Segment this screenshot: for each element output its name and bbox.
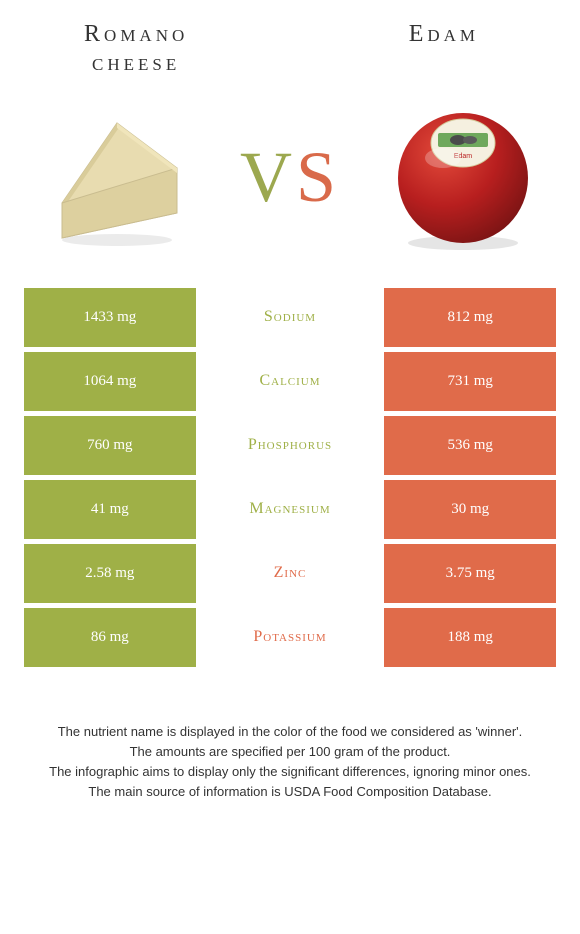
nutrient-name: Magnesium: [196, 480, 385, 539]
right-value: 812 mg: [384, 288, 556, 347]
vs-text: VS: [240, 136, 340, 219]
right-image: Edam: [377, 88, 550, 268]
vs-label: VS: [203, 88, 376, 268]
right-value: 731 mg: [384, 352, 556, 411]
nutrient-name: Calcium: [196, 352, 385, 411]
footer-line: The nutrient name is displayed in the co…: [24, 722, 556, 742]
right-title: Edam: [348, 20, 540, 49]
nutrient-name: Phosphorus: [196, 416, 385, 475]
footer-line: The infographic aims to display only the…: [24, 762, 556, 782]
left-title-col: Romano cheese: [40, 20, 232, 78]
nutrient-name: Sodium: [196, 288, 385, 347]
left-value: 41 mg: [24, 480, 196, 539]
edam-ball-icon: Edam: [388, 103, 538, 253]
table-row: 86 mgPotassium188 mg: [24, 608, 556, 667]
footer-line: The main source of information is USDA F…: [24, 782, 556, 802]
comparison-table: 1433 mgSodium812 mg1064 mgCalcium731 mg7…: [0, 288, 580, 667]
right-value: 30 mg: [384, 480, 556, 539]
left-value: 2.58 mg: [24, 544, 196, 603]
left-title: Romano cheese: [40, 20, 232, 78]
left-value: 1433 mg: [24, 288, 196, 347]
nutrient-name: Potassium: [196, 608, 385, 667]
footer-notes: The nutrient name is displayed in the co…: [0, 672, 580, 803]
table-row: 2.58 mgZinc3.75 mg: [24, 544, 556, 603]
footer-line: The amounts are specified per 100 gram o…: [24, 742, 556, 762]
left-value: 86 mg: [24, 608, 196, 667]
vs-s: S: [296, 137, 340, 217]
right-title-col: Edam: [348, 20, 540, 78]
header-spacer: [232, 20, 347, 78]
vs-v: V: [240, 137, 296, 217]
header: Romano cheese Edam: [0, 0, 580, 88]
image-row: VS Edam: [0, 88, 580, 288]
table-row: 1433 mgSodium812 mg: [24, 288, 556, 347]
table-row: 1064 mgCalcium731 mg: [24, 352, 556, 411]
left-value: 760 mg: [24, 416, 196, 475]
right-value: 536 mg: [384, 416, 556, 475]
left-image: [30, 88, 203, 268]
table-row: 41 mgMagnesium30 mg: [24, 480, 556, 539]
right-value: 3.75 mg: [384, 544, 556, 603]
table-row: 760 mgPhosphorus536 mg: [24, 416, 556, 475]
right-value: 188 mg: [384, 608, 556, 667]
nutrient-name: Zinc: [196, 544, 385, 603]
left-value: 1064 mg: [24, 352, 196, 411]
cheese-wedge-icon: [42, 108, 192, 248]
